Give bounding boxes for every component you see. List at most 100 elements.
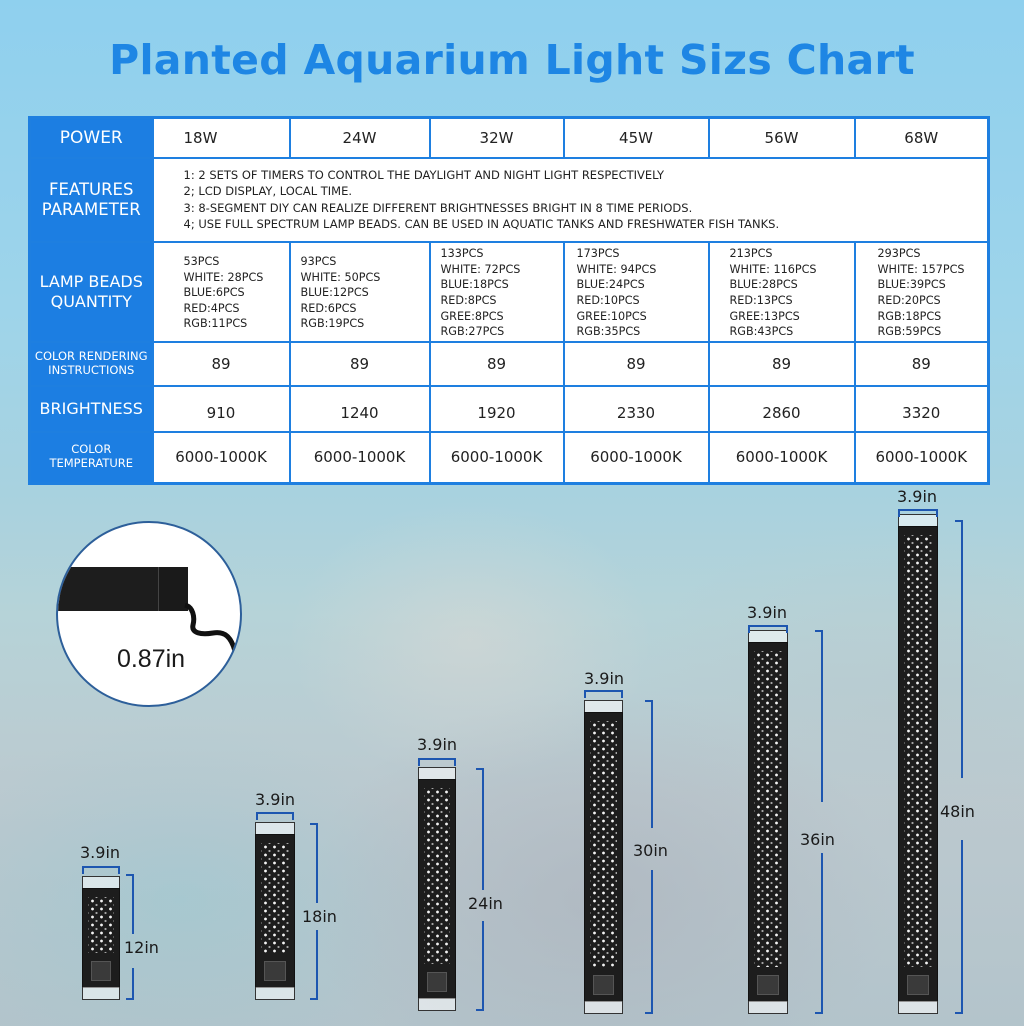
light-fixture-48in xyxy=(898,514,938,1014)
end-bracket xyxy=(255,822,295,835)
width-label: 3.9in xyxy=(897,487,938,506)
power-cell: 24W xyxy=(288,116,431,159)
width-dimension-bracket xyxy=(584,690,623,698)
bead-line: RGB:19PCS xyxy=(300,317,365,331)
length-dimension-bracket xyxy=(126,968,134,1000)
cri-cell: 89 xyxy=(288,340,431,387)
width-label: 3.9in xyxy=(255,790,296,809)
light-body xyxy=(898,526,938,1002)
width-label: 3.9in xyxy=(584,669,625,688)
bead-line: BLUE:18PCS xyxy=(440,278,509,292)
led-array xyxy=(261,843,289,953)
bead-line: WHITE: 28PCS xyxy=(183,270,264,284)
width-dimension-bracket xyxy=(748,625,788,633)
light-body xyxy=(584,712,623,1002)
bead-line: RGB:43PCS xyxy=(729,325,794,339)
header-brightness: BRIGHTNESS xyxy=(28,384,154,433)
bead-line: 53PCS xyxy=(183,255,220,269)
bead-line: RGB:59PCS xyxy=(877,325,942,339)
length-dimension-bracket xyxy=(645,870,653,1014)
bead-line: WHITE: 50PCS xyxy=(300,270,381,284)
row-temperature: COLOR TEMPERATURE 6000-1000K 6000-1000K … xyxy=(28,430,990,485)
cri-cell: 89 xyxy=(707,340,856,387)
bead-line: 213PCS xyxy=(729,247,773,261)
led-array xyxy=(754,651,782,967)
length-dimension-bracket xyxy=(126,874,134,934)
length-dimension-bracket xyxy=(955,520,963,778)
led-array xyxy=(424,788,450,964)
bead-line: RGB:27PCS xyxy=(440,325,505,339)
row-features: FEATURES PARAMETER 1: 2 SETS OF TIMERS T… xyxy=(28,156,990,243)
end-bracket xyxy=(898,514,938,527)
width-label: 3.9in xyxy=(80,843,121,862)
width-label: 3.9in xyxy=(417,735,458,754)
bead-line: BLUE:24PCS xyxy=(576,278,645,292)
end-bracket xyxy=(584,700,623,713)
temperature-cell: 6000-1000K xyxy=(562,430,710,485)
feature-item: 3: 8-SEGMENT DIY CAN REALIZE DIFFERENT B… xyxy=(183,200,693,215)
feature-item: 2; LCD DISPLAY, LOCAL TIME. xyxy=(183,184,353,199)
cri-cell: 89 xyxy=(151,340,291,387)
cri-cell: 89 xyxy=(853,340,990,387)
beads-cell: 173PCS WHITE: 94PCS BLUE:24PCS RED:10PCS… xyxy=(562,240,710,343)
end-bracket xyxy=(584,1001,623,1014)
length-dimension-bracket xyxy=(955,840,963,1014)
width-label: 3.9in xyxy=(747,603,788,622)
bead-line: BLUE:12PCS xyxy=(300,286,369,300)
length-dimension-bracket xyxy=(310,823,318,903)
light-fixture-18in xyxy=(255,822,295,1000)
bead-line: RGB:35PCS xyxy=(576,325,641,339)
label-plate xyxy=(593,975,614,995)
header-beads: LAMP BEADS QUANTITY xyxy=(28,240,154,343)
bead-line: RED:13PCS xyxy=(729,294,793,307)
cri-cell: 89 xyxy=(562,340,710,387)
end-bracket xyxy=(82,987,120,1000)
length-label: 12in xyxy=(124,938,159,957)
temperature-cell: 6000-1000K xyxy=(288,430,431,485)
bead-line: WHITE: 157PCS xyxy=(877,262,965,276)
brightness-cell: 3320 xyxy=(853,384,990,433)
length-label: 30in xyxy=(633,841,668,860)
label-plate xyxy=(427,972,447,992)
header-temperature: COLOR TEMPERATURE xyxy=(28,430,154,485)
end-bracket xyxy=(82,876,120,889)
row-power: POWER 18W 24W 32W 45W 56W 68W xyxy=(28,116,990,159)
label-plate xyxy=(264,961,286,981)
bead-line: 293PCS xyxy=(877,247,921,261)
width-dimension-bracket xyxy=(256,812,294,820)
led-array xyxy=(904,535,932,967)
header-power: POWER xyxy=(28,116,154,159)
light-body xyxy=(82,888,120,988)
bead-line: BLUE:39PCS xyxy=(877,278,946,292)
length-dimension-bracket xyxy=(815,630,823,802)
light-fixture-12in xyxy=(82,876,120,1000)
length-dimension-bracket xyxy=(645,700,653,828)
length-label: 36in xyxy=(800,830,835,849)
end-bracket xyxy=(418,767,456,780)
length-dimension-bracket xyxy=(310,930,318,1000)
width-dimension-bracket xyxy=(898,509,938,517)
profile-detail-circle: 0.87in xyxy=(56,521,242,707)
features-list: 1: 2 SETS OF TIMERS TO CONTROL THE DAYLI… xyxy=(154,167,988,232)
bead-line: RED:20PCS xyxy=(877,294,941,307)
bead-line: WHITE: 72PCS xyxy=(440,262,521,276)
length-label: 24in xyxy=(468,894,503,913)
end-bracket xyxy=(255,987,295,1000)
end-bracket xyxy=(898,1001,938,1014)
bead-line: WHITE: 94PCS xyxy=(576,262,657,276)
row-brightness: BRIGHTNESS 910 1240 1920 2330 2860 3320 xyxy=(28,384,990,433)
cri-cell: 89 xyxy=(428,340,565,387)
feature-item: 4; USE FULL SPECTRUM LAMP BEADS. CAN BE … xyxy=(183,216,780,231)
bead-line: BLUE:28PCS xyxy=(729,278,798,292)
power-cell: 56W xyxy=(707,116,856,159)
temperature-cell: 6000-1000K xyxy=(428,430,565,485)
page-title: Planted Aquarium Light Sizs Chart xyxy=(109,36,915,84)
light-fixture-24in xyxy=(418,767,456,1011)
led-array xyxy=(590,721,617,967)
bead-line: GREE:10PCS xyxy=(576,309,647,323)
length-label: 18in xyxy=(302,907,337,926)
beads-cell: 53PCS WHITE: 28PCS BLUE:6PCS RED:4PCS RG… xyxy=(151,240,291,343)
feature-item: 1: 2 SETS OF TIMERS TO CONTROL THE DAYLI… xyxy=(183,167,665,182)
brightness-cell: 2860 xyxy=(707,384,856,433)
light-profile-endcap xyxy=(158,567,188,611)
